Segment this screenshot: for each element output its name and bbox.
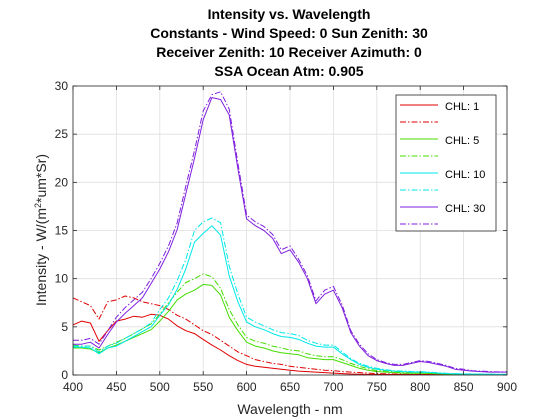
- x-tick-label-3: 550: [193, 380, 213, 394]
- x-tick-label-1: 450: [106, 380, 126, 394]
- series-line-chl-1-dashdot: [72, 295, 507, 375]
- title-line-2: Constants - Wind Speed: 0 Sun Zenith: 30: [150, 25, 428, 41]
- legend-box: [395, 94, 497, 232]
- x-tick-label-4: 600: [237, 380, 257, 394]
- y-axis-label-suffix: *um*Sr): [33, 154, 49, 203]
- x-axis-label: Wavelength - nm: [237, 401, 342, 417]
- x-tick-label-2: 500: [150, 380, 170, 394]
- y-tick-label-3: 15: [55, 224, 69, 238]
- x-tick-label-8: 800: [410, 380, 430, 394]
- chart-title: Intensity vs. Wavelength Constants - Win…: [150, 6, 428, 79]
- y-axis-label-superscript: 2: [33, 203, 43, 208]
- legend-label-chl-30: CHL: 30: [445, 203, 485, 215]
- x-tick-label-6: 700: [323, 380, 343, 394]
- x-tick-label-5: 650: [280, 380, 300, 394]
- series-line-chl-5-solid: [73, 283, 507, 375]
- legend: CHL: 1 CHL: 5 CHL: 10 CHL: 30: [395, 94, 497, 232]
- series-line-chl-30-dashdot: [73, 91, 507, 373]
- ticks: 400 450 500 550 600 650 700 750 800 850 900 0 5 10 15 2…: [55, 79, 518, 394]
- legend-lines: [400, 104, 438, 225]
- y-axis-label: Intensity - W/(m2*um*Sr): [33, 154, 49, 306]
- y-axis-label-prefix: Intensity - W/(m: [33, 208, 49, 306]
- title-line-4: SSA Ocean Atm: 0.905: [214, 63, 363, 79]
- title-line-3: Receiver Zenith: 10 Receiver Azimuth: 0: [156, 44, 422, 60]
- x-tick-label-9: 850: [454, 380, 474, 394]
- y-tick-label-2: 10: [55, 272, 69, 286]
- y-tick-label-4: 20: [55, 175, 69, 189]
- series-line-chl-30-solid: [73, 97, 507, 373]
- x-tick-label-7: 750: [367, 380, 387, 394]
- series-line-chl-10-dashdot: [73, 217, 508, 375]
- series-layer: [72, 91, 508, 375]
- y-tick-label-6: 30: [55, 79, 69, 93]
- legend-label-chl-1: CHL: 1: [445, 101, 479, 113]
- y-tick-label-1: 5: [61, 320, 68, 334]
- legend-label-chl-5: CHL: 5: [445, 135, 479, 147]
- title-line-1: Intensity vs. Wavelength: [208, 6, 371, 22]
- y-tick-label-5: 25: [55, 127, 69, 141]
- legend-label-chl-10: CHL: 10: [445, 169, 485, 181]
- x-tick-label-0: 400: [63, 380, 83, 394]
- x-tick-label-10: 900: [497, 380, 517, 394]
- y-tick-label-0: 0: [61, 368, 68, 382]
